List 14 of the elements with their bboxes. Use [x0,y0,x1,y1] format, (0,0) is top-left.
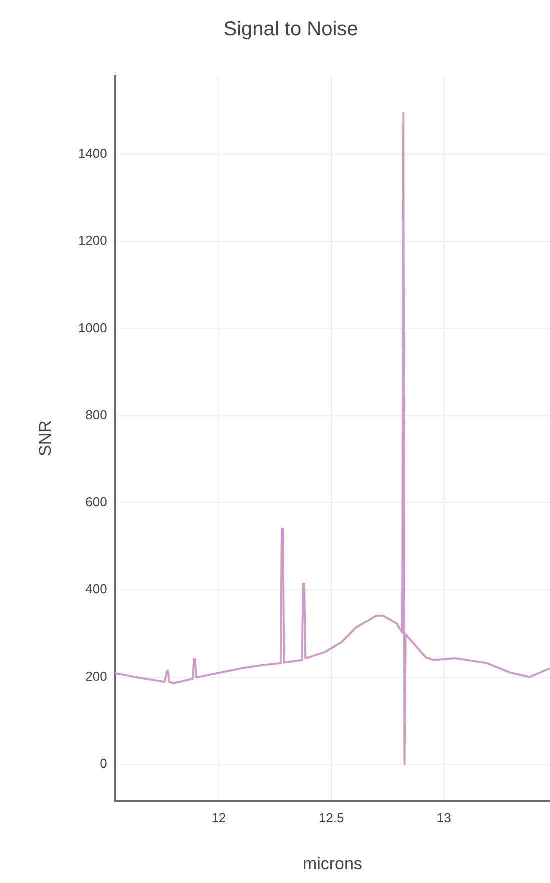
x-tick-label: 12 [212,810,226,826]
y-axis-title: SNR [36,420,55,456]
y-tick-label: 1400 [78,146,108,162]
y-tick-label: 200 [86,668,108,684]
chart-title: Signal to Noise [224,18,358,41]
y-tick-label: 1000 [78,320,108,336]
y-tick-label: 0 [100,756,108,771]
x-tick-label: 13 [436,810,452,826]
y-tick-label: 400 [86,582,108,597]
x-axis-title: microns [302,854,362,874]
y-tick-label: 800 [86,407,108,422]
x-tick-label: 12.5 [318,810,344,826]
y-tick-label: 600 [86,494,108,510]
y-tick-label: 1200 [78,233,108,248]
